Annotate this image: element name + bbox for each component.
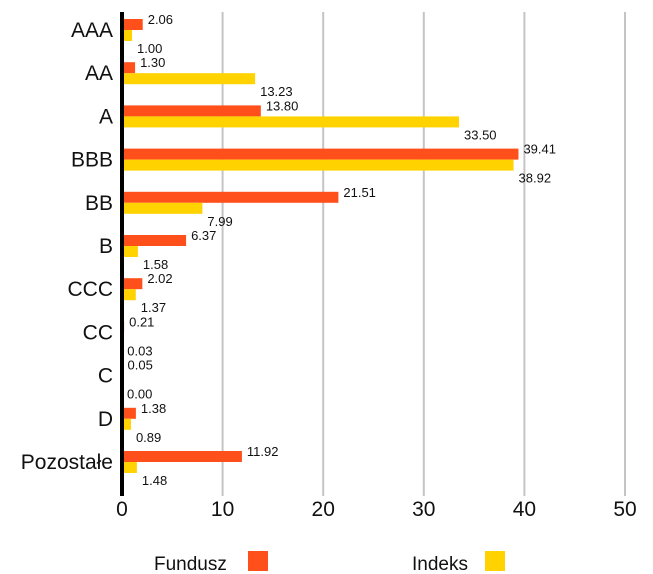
bar-fundusz	[122, 191, 339, 203]
bar-indeks	[122, 73, 256, 85]
bar-indeks	[122, 289, 136, 301]
category-label: CC	[83, 321, 113, 344]
category-label: C	[98, 365, 113, 388]
category-label: AA	[85, 62, 113, 85]
category-label: D	[98, 408, 113, 431]
bar-indeks	[122, 418, 131, 430]
x-tick-label: 10	[211, 498, 234, 521]
x-tick-label: 30	[412, 498, 435, 521]
data-label-indeks: 1.58	[143, 257, 168, 272]
bar-indeks	[122, 116, 460, 128]
bars-group	[122, 19, 519, 473]
data-label-indeks: 0.00	[127, 387, 152, 402]
legend: Fundusz Indeks	[154, 551, 505, 574]
legend-label-fundusz: Fundusz	[154, 554, 227, 574]
bar-fundusz	[122, 62, 136, 74]
legend-swatch-fundusz	[248, 551, 268, 571]
data-label-fundusz: 2.06	[148, 12, 173, 27]
bar-indeks	[122, 159, 514, 171]
bar-fundusz	[122, 235, 187, 246]
data-label-fundusz: 0.21	[129, 314, 154, 329]
bar-indeks	[122, 202, 203, 214]
data-label-fundusz: 0.05	[128, 358, 153, 373]
data-label-indeks: 33.50	[464, 127, 497, 142]
bar-fundusz	[122, 278, 143, 290]
data-label-fundusz: 39.41	[523, 142, 556, 157]
x-tick-label: 50	[613, 498, 636, 521]
data-label-fundusz: 6.37	[191, 228, 216, 243]
x-tick-labels-group: 0 10 20 30 40 50	[116, 498, 637, 521]
bar-indeks	[122, 246, 138, 257]
x-tick-label: 40	[513, 498, 536, 521]
bar-fundusz	[122, 451, 242, 462]
data-label-indeks: 7.99	[207, 214, 232, 229]
legend-swatch-indeks	[485, 551, 505, 571]
data-label-fundusz: 2.02	[147, 271, 172, 286]
bar-indeks	[122, 462, 137, 473]
data-label-indeks: 1.00	[137, 41, 162, 56]
data-label-fundusz: 21.51	[343, 185, 376, 200]
legend-label-indeks: Indeks	[412, 554, 468, 574]
x-tick-label: 0	[116, 498, 128, 521]
category-label: CCC	[68, 278, 114, 301]
bar-fundusz	[122, 407, 136, 419]
bar-fundusz	[122, 105, 261, 117]
category-label: A	[99, 105, 113, 128]
category-label: BB	[85, 192, 113, 215]
bar-indeks	[122, 30, 133, 41]
data-label-fundusz: 13.80	[266, 98, 299, 113]
data-label-indeks: 38.92	[519, 171, 552, 186]
data-label-indeks: 1.48	[142, 473, 167, 488]
category-label: BBB	[71, 149, 113, 172]
data-label-indeks: 0.89	[136, 430, 161, 445]
bar-fundusz	[122, 19, 143, 30]
data-label-fundusz: 11.92	[247, 444, 279, 459]
data-label-indeks: 13.23	[260, 84, 293, 99]
category-label: AAA	[71, 19, 113, 42]
data-label-indeks: 1.37	[141, 300, 166, 315]
data-label-fundusz: 1.30	[140, 55, 165, 70]
x-tick-label: 20	[312, 498, 335, 521]
data-label-fundusz: 1.38	[141, 401, 166, 416]
data-label-indeks: 0.03	[127, 343, 152, 358]
category-label: Pozostałe	[21, 451, 113, 474]
grid-lines	[221, 12, 626, 496]
bar-fundusz	[122, 148, 519, 160]
category-label: B	[99, 235, 113, 258]
